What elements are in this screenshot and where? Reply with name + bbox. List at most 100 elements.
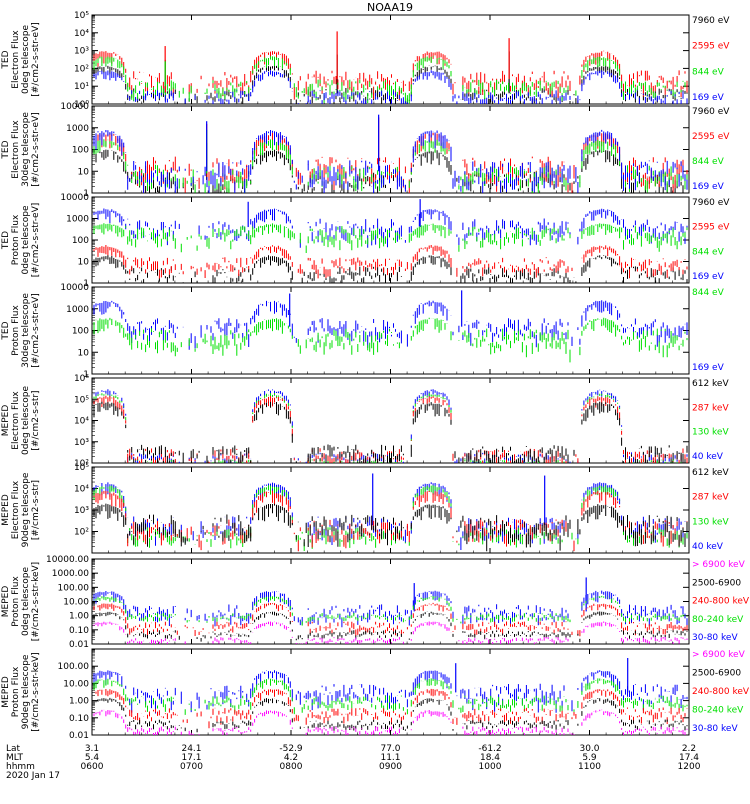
y-tick-label: 1 (83, 279, 89, 289)
legend-entry: 169 eV (692, 93, 725, 103)
footer-lat-value: 3.1 (85, 744, 99, 754)
footer-lat-value: 2.2 (682, 744, 696, 754)
legend-entry: 612 keV (692, 379, 729, 389)
y-tick-label: 0.01 (69, 640, 89, 650)
footer-mlt-value: 5.9 (582, 753, 597, 763)
y-tick-label: 100.00 (58, 583, 90, 593)
footer-hhmm-value: 1000 (479, 762, 502, 772)
y-tick-label: 10⁴ (74, 29, 89, 39)
legend-entry: 7960 eV (692, 107, 730, 117)
y-tick-label: 100 (72, 327, 89, 337)
legend-entry: 2500-6900 (692, 578, 741, 588)
y-tick-label: 1.00 (69, 612, 89, 622)
y-axis-label: 0deg telescope (21, 567, 31, 637)
y-axis-label: Proton Flux (11, 666, 21, 717)
y-tick-label: 10¹ (74, 82, 89, 92)
trace-2500-6900 (93, 697, 688, 733)
footer-date: 2020 Jan 17 (6, 771, 60, 781)
y-axis-label: [#/cm2-s-str-eV] (31, 112, 41, 187)
y-axis-label: 90deg telescope (21, 472, 31, 547)
legend-entry: 30-80 keV (692, 633, 738, 643)
y-tick-label: 0.10 (69, 626, 89, 636)
y-tick-label: 0.10 (69, 714, 89, 724)
panel-meped-electron-0deg: 10² 10³ 10⁴ 10⁵ 10⁶ MEPED Electron Flux 0deg te… (1, 374, 729, 469)
footer-hhmm-value: 0800 (280, 762, 303, 772)
y-axis-label: [#/cm2-s-str-eV] (31, 203, 41, 278)
legend-entry: 40 keV (692, 542, 724, 552)
panel-ted-proton-30deg: 1 10 100 1000 10000 TED Proton Flux 30deg teles… (1, 283, 725, 380)
legend-entry: 844 eV (692, 288, 725, 298)
y-tick-label: 10 (78, 167, 90, 177)
y-tick-label: 10000.00 (46, 555, 89, 565)
y-tick-label: 10² (74, 64, 89, 74)
footer-mlt-value: 5.4 (85, 753, 100, 763)
legend-entry: 30-80 keV (692, 724, 738, 734)
y-tick-label: 10³ (74, 47, 89, 57)
y-tick-label: 10⁵ (74, 463, 89, 473)
trace-2595-ev (93, 245, 688, 279)
y-tick-label: 10 (78, 258, 90, 268)
trace-844-ev (93, 317, 688, 363)
y-axis-label: [#/cm2-s-str] (31, 390, 41, 450)
footer-row-label: hhmm (6, 762, 35, 772)
panel-meped-proton-90deg: 0.01 0.10 1.00 10.00 100.00 MEPED Proton Flux 9… (1, 648, 750, 741)
y-axis-label: Electron Flux (11, 480, 21, 539)
y-tick-label: 1000.00 (52, 569, 89, 579)
legend-entry: 2595 eV (692, 42, 730, 52)
panel-frame (91, 286, 690, 375)
y-axis-label: Proton Flux (11, 576, 21, 627)
y-axis-label: Electron Flux (11, 30, 21, 89)
y-tick-label: 10⁶ (74, 374, 89, 384)
y-axis-label: Proton Flux (11, 305, 21, 356)
legend-entry: 80-240 keV (692, 706, 744, 716)
y-axis-label: MEPED (1, 586, 11, 618)
y-tick-label: 10.00 (63, 598, 89, 608)
legend-entry: 2595 eV (692, 223, 730, 233)
legend-entry: 612 keV (692, 468, 729, 478)
y-axis-label: [#/cm2-s-str-keV] (31, 652, 41, 731)
footer-mlt-value: 18.4 (480, 753, 500, 763)
trace-2500-6900 (93, 611, 688, 643)
y-axis-label: 0deg telescope (21, 25, 31, 95)
trace-169-ev (93, 300, 688, 350)
trace-80-240-kev (93, 595, 688, 626)
footer-row-label: MLT (6, 753, 24, 763)
y-axis-label: 0deg telescope (21, 205, 31, 275)
panel-meped-proton-0deg: 0.01 0.10 1.00 10.00 100.00 1000.00 10000.00 ME… (1, 555, 750, 650)
legend-entry: > 6900 keV (692, 560, 746, 570)
trace--6900-kev (93, 621, 688, 644)
y-axis-label: [#/cm2-s-str] (31, 480, 41, 540)
trace-612-kev (93, 401, 688, 463)
footer-mlt-value: 17.4 (679, 753, 699, 763)
y-tick-label: 10⁴ (74, 485, 89, 495)
footer-hhmm-value: 0600 (81, 762, 104, 772)
panel-ted-proton-0deg: 1 10 100 1000 10000 TED Proton Flux 0deg telesc… (1, 193, 730, 289)
y-tick-label: 1 (83, 189, 89, 199)
y-tick-label: 10³ (74, 438, 89, 448)
legend-entry: 240-800 keV (692, 597, 750, 607)
y-axis-label: MEPED (1, 676, 11, 708)
legend-entry: 287 keV (692, 493, 729, 503)
trace-169-ev (93, 70, 688, 104)
legend-entry: 2500-6900 (692, 669, 741, 679)
footer-hhmm-value: 0900 (379, 762, 402, 772)
footer-lat-value: 30.0 (579, 744, 599, 754)
y-tick-label: 100.00 (58, 662, 90, 672)
y-tick-label: 10⁵ (74, 395, 89, 405)
y-tick-label: 1000 (66, 305, 89, 315)
legend-entry: 40 keV (692, 452, 724, 462)
trace-240-800-kev (93, 688, 688, 729)
legend-entry: 240-800 keV (692, 687, 750, 697)
y-axis-label: TED (1, 140, 11, 159)
footer-row-label: Lat (6, 744, 21, 754)
y-axis-label: 0deg telescope (21, 386, 31, 456)
y-tick-label: 10² (74, 459, 89, 469)
legend-entry: 169 eV (692, 182, 725, 192)
y-tick-label: 10 (78, 348, 90, 358)
legend-entry: 169 eV (692, 272, 725, 282)
footer-lat-value: 24.1 (181, 744, 201, 754)
y-tick-label: 10.00 (63, 679, 89, 689)
